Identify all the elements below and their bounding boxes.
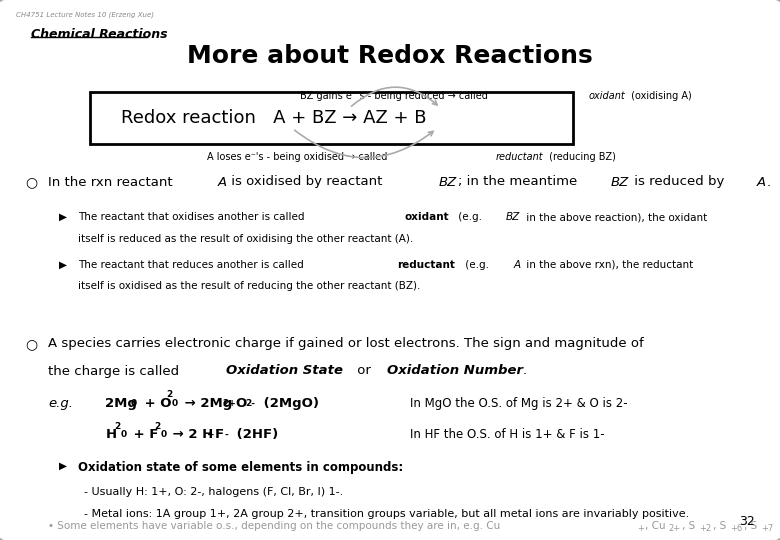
Text: in the above reaction), the oxidant: in the above reaction), the oxidant xyxy=(523,212,707,222)
Text: is oxidised by reactant: is oxidised by reactant xyxy=(227,176,387,188)
Text: H: H xyxy=(105,428,116,441)
Text: A: A xyxy=(513,260,520,270)
Text: oxidant: oxidant xyxy=(589,91,626,101)
Text: More about Redox Reactions: More about Redox Reactions xyxy=(187,44,593,68)
Text: A species carries electronic charge if gained or lost electrons. The sign and ma: A species carries electronic charge if g… xyxy=(48,338,644,350)
Text: → 2Mg: → 2Mg xyxy=(180,397,232,410)
Text: 2Mg: 2Mg xyxy=(105,397,137,410)
Text: In the rxn reactant: In the rxn reactant xyxy=(48,176,177,188)
Text: reductant: reductant xyxy=(495,152,543,163)
Text: Chemical Reactions: Chemical Reactions xyxy=(31,28,168,41)
Text: BZ: BZ xyxy=(611,176,629,188)
Text: itself is reduced as the result of oxidising the other reactant (A).: itself is reduced as the result of oxidi… xyxy=(78,234,413,244)
Text: 32: 32 xyxy=(739,515,755,528)
Text: itself is oxidised as the result of reducing the other reactant (BZ).: itself is oxidised as the result of redu… xyxy=(78,281,420,292)
Text: - Metal ions: 1A group 1+, 2A group 2+, transition groups variable, but all meta: - Metal ions: 1A group 1+, 2A group 2+, … xyxy=(84,509,690,519)
Text: In HF the O.S. of H is 1+ & F is 1-: In HF the O.S. of H is 1+ & F is 1- xyxy=(410,428,604,441)
FancyArrowPatch shape xyxy=(295,130,433,158)
Text: , S: , S xyxy=(682,521,695,531)
Text: 0: 0 xyxy=(161,430,167,440)
Text: reductant: reductant xyxy=(397,260,455,270)
Text: .: . xyxy=(523,364,526,377)
Text: 2: 2 xyxy=(115,422,121,431)
Text: .: . xyxy=(766,176,771,188)
Text: → 2 H: → 2 H xyxy=(168,428,213,441)
Text: +: + xyxy=(207,430,215,440)
Text: The reactant that oxidises another is called: The reactant that oxidises another is ca… xyxy=(78,212,308,222)
Text: (oxidising A): (oxidising A) xyxy=(628,91,692,101)
Text: oxidant: oxidant xyxy=(404,212,449,222)
Text: - Usually H: 1+, O: 2-, halogens (F, Cl, Br, I) 1-.: - Usually H: 1+, O: 2-, halogens (F, Cl,… xyxy=(84,487,343,497)
Text: , S: , S xyxy=(744,521,757,531)
Text: A: A xyxy=(757,176,766,188)
Text: O: O xyxy=(236,397,246,410)
Text: BZ gains e⁻'s - being reduced → called: BZ gains e⁻'s - being reduced → called xyxy=(300,91,491,101)
Text: is reduced by: is reduced by xyxy=(630,176,729,188)
Text: in the above rxn), the reductant: in the above rxn), the reductant xyxy=(523,260,693,270)
Text: F: F xyxy=(215,428,224,441)
Text: CH4751 Lecture Notes 10 (Erzeng Xue): CH4751 Lecture Notes 10 (Erzeng Xue) xyxy=(16,12,154,18)
Text: Redox reaction   A + BZ → AZ + B: Redox reaction A + BZ → AZ + B xyxy=(121,109,427,127)
Text: +6: +6 xyxy=(730,524,743,533)
Text: 0: 0 xyxy=(172,399,178,408)
Text: ; in the meantime: ; in the meantime xyxy=(458,176,582,188)
Text: e.g.: e.g. xyxy=(48,397,73,410)
Text: • Some elements have variable o.s., depending on the compounds they are in, e.g.: • Some elements have variable o.s., depe… xyxy=(48,521,501,531)
Text: A loses e⁻'s - being oxidised → called: A loses e⁻'s - being oxidised → called xyxy=(207,152,390,163)
Text: (2MgO): (2MgO) xyxy=(259,397,319,410)
Text: 0: 0 xyxy=(121,430,127,440)
Text: BZ: BZ xyxy=(438,176,457,188)
Text: In MgO the O.S. of Mg is 2+ & O is 2-: In MgO the O.S. of Mg is 2+ & O is 2- xyxy=(410,397,627,410)
Text: (e.g.: (e.g. xyxy=(456,212,485,222)
Text: -: - xyxy=(225,430,229,440)
Text: The reactant that reduces another is called: The reactant that reduces another is cal… xyxy=(78,260,307,270)
Text: 0: 0 xyxy=(131,399,137,408)
Text: ○: ○ xyxy=(25,338,37,352)
Text: 2: 2 xyxy=(166,390,172,400)
Text: or: or xyxy=(353,364,375,377)
Text: +: + xyxy=(637,524,644,533)
Text: ▶: ▶ xyxy=(58,461,66,471)
Text: the charge is called: the charge is called xyxy=(48,364,184,377)
Text: + F: + F xyxy=(129,428,158,441)
Text: Oxidation Number: Oxidation Number xyxy=(387,364,523,377)
Text: ○: ○ xyxy=(25,176,37,190)
Text: 2+: 2+ xyxy=(668,524,680,533)
Text: 2+: 2+ xyxy=(222,399,236,408)
Text: BZ: BZ xyxy=(506,212,520,222)
Text: 2: 2 xyxy=(154,422,161,431)
FancyBboxPatch shape xyxy=(90,92,573,144)
Text: +7: +7 xyxy=(761,524,774,533)
Text: + O: + O xyxy=(140,397,171,410)
Text: , S: , S xyxy=(713,521,726,531)
Text: ▶: ▶ xyxy=(58,260,66,270)
Text: , Cu: , Cu xyxy=(644,521,665,531)
Text: 2-: 2- xyxy=(246,399,256,408)
Text: +2: +2 xyxy=(699,524,711,533)
Text: (reducing BZ): (reducing BZ) xyxy=(546,152,616,163)
Text: Oxidation State: Oxidation State xyxy=(226,364,343,377)
Text: Oxidation state of some elements in compounds:: Oxidation state of some elements in comp… xyxy=(78,461,403,474)
Text: A: A xyxy=(218,176,227,188)
FancyArrowPatch shape xyxy=(352,87,438,106)
Text: (2HF): (2HF) xyxy=(232,428,278,441)
Text: ▶: ▶ xyxy=(58,212,66,222)
Text: (e.g.: (e.g. xyxy=(463,260,493,270)
